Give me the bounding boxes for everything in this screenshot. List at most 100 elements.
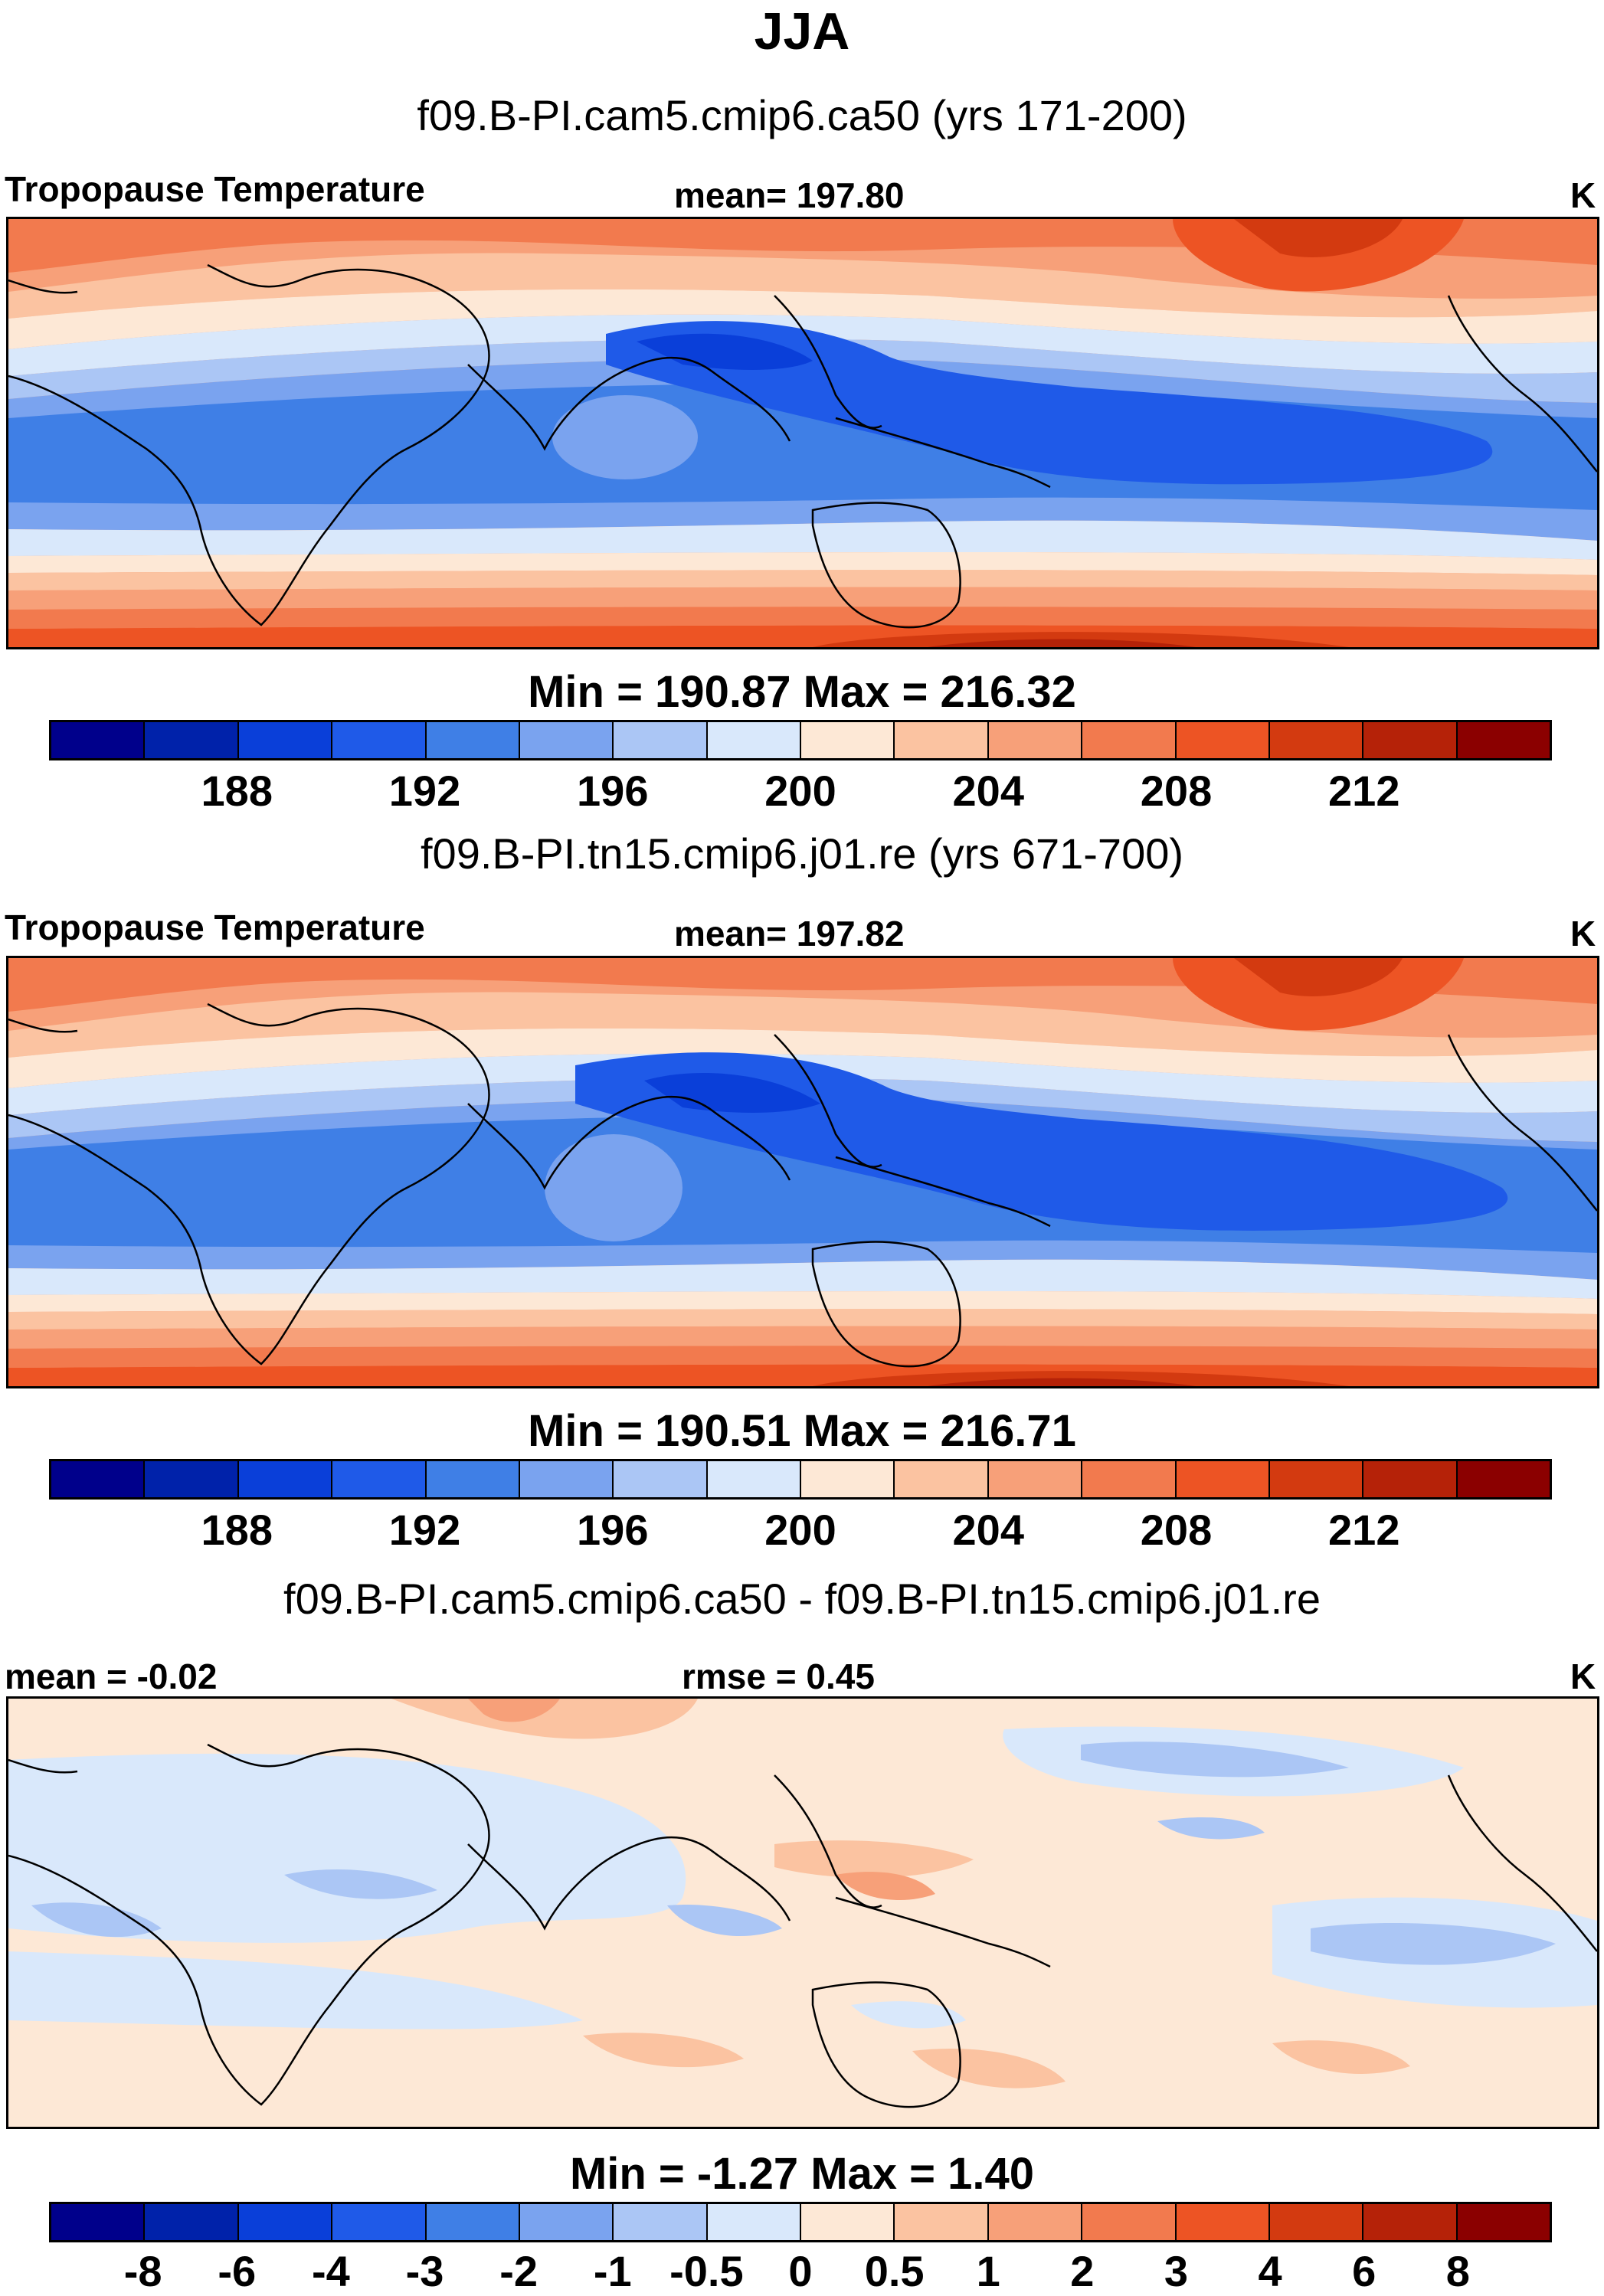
panel2-map	[6, 956, 1599, 1388]
panel3-units-label: K	[1570, 1657, 1596, 1696]
panel1-colorbar-box	[1363, 722, 1458, 758]
panel1-colorbar-box	[519, 722, 614, 758]
panel1-colorbar-box	[51, 722, 146, 758]
figure-title: JJA	[754, 2, 850, 61]
panel2-colorbar-box	[51, 1461, 146, 1497]
panel2-case-title: f09.B-PI.tn15.cmip6.j01.re (yrs 671-700)	[420, 829, 1184, 878]
panel1-tick-label: 204	[952, 767, 1024, 815]
panel1-colorbar-box	[801, 722, 895, 758]
panel3-tick-label: 0	[788, 2247, 813, 2295]
panel2-tick-label: 212	[1328, 1506, 1400, 1554]
panel1-colorbar-box	[332, 722, 427, 758]
panel3-tick-label: 8	[1445, 2247, 1470, 2295]
panel1-colorbar-box	[238, 722, 333, 758]
panel2-units-label: K	[1570, 914, 1596, 953]
panel1-minmax: Min = 190.87 Max = 216.32	[528, 667, 1076, 717]
panel2-colorbar-box	[1457, 1461, 1550, 1497]
panel2-colorbar-box	[707, 1461, 801, 1497]
panel1-map	[6, 217, 1599, 649]
panel1-colorbar-box	[426, 722, 520, 758]
panel1-variable-label: Tropopause Temperature	[5, 169, 425, 209]
panel1-colorbar-ticks: 188 192 196 200 204 208 212	[49, 766, 1552, 815]
panel2-tick-label: 208	[1140, 1506, 1213, 1554]
panel1-map-svg	[8, 219, 1597, 647]
panel2-colorbar-box	[519, 1461, 614, 1497]
panel1-case-title: f09.B-PI.cam5.cmip6.ca50 (yrs 171-200)	[417, 91, 1187, 139]
panel3-colorbar-box	[51, 2204, 146, 2240]
panel3-tick-label: -3	[405, 2247, 444, 2295]
panel1-colorbar-box	[1082, 722, 1177, 758]
panel3-colorbar-box	[1176, 2204, 1270, 2240]
panel1-colorbar-box	[895, 722, 989, 758]
panel1-colorbar-box	[1269, 722, 1364, 758]
panel1-colorbar-box	[707, 722, 801, 758]
panel3-colorbar-box	[1082, 2204, 1177, 2240]
panel1-colorbar-box	[145, 722, 239, 758]
panel1-colorbar-box	[988, 722, 1083, 758]
panel3-tick-label: -2	[499, 2247, 538, 2295]
panel2-minmax: Min = 190.51 Max = 216.71	[528, 1406, 1076, 1456]
panel2-colorbar-box	[145, 1461, 239, 1497]
panel3-colorbar-box	[1269, 2204, 1364, 2240]
panel3-tick-label: -6	[218, 2247, 257, 2295]
panel3-map-svg	[8, 1699, 1597, 2127]
panel1-tick-label: 208	[1140, 767, 1213, 815]
panel3-colorbar-box	[614, 2204, 708, 2240]
panel3-colorbar-box	[145, 2204, 239, 2240]
panel3-mean-label: mean = -0.02	[5, 1657, 218, 1696]
panel3-tick-label: -8	[123, 2247, 162, 2295]
panel2-tick-label: 188	[201, 1506, 273, 1554]
panel1-tick-label: 188	[201, 767, 273, 815]
panel2-colorbar-box	[238, 1461, 333, 1497]
panel1-colorbar-box	[1457, 722, 1550, 758]
panel2-mean-label: mean= 197.82	[674, 914, 905, 953]
panel3-tick-label: 3	[1164, 2247, 1189, 2295]
panel3-colorbar-box	[332, 2204, 427, 2240]
panel3-tick-label: -4	[311, 2247, 350, 2295]
panel2-colorbar-box	[1363, 1461, 1458, 1497]
panel2-colorbar-box	[895, 1461, 989, 1497]
panel3-tick-label: -1	[593, 2247, 632, 2295]
panel1-colorbar-box	[614, 722, 708, 758]
panel3-colorbar-box	[988, 2204, 1083, 2240]
panel3-case-title: f09.B-PI.cam5.cmip6.ca50 - f09.B-PI.tn15…	[283, 1575, 1321, 1623]
panel1-tick-label: 212	[1328, 767, 1400, 815]
panel2-colorbar-box	[801, 1461, 895, 1497]
panel2-colorbar-box	[988, 1461, 1083, 1497]
panel2-colorbar-box	[1176, 1461, 1270, 1497]
panel3-colorbar-box	[707, 2204, 801, 2240]
panel3-rmse-label: rmse = 0.45	[682, 1657, 875, 1696]
panel3-tick-label: -0.5	[669, 2247, 744, 2295]
panel2-colorbar-box	[1269, 1461, 1364, 1497]
panel3-colorbar-box	[238, 2204, 333, 2240]
panel3-tick-label: 2	[1070, 2247, 1095, 2295]
panel2-colorbar-ticks: 188 192 196 200 204 208 212	[49, 1505, 1552, 1554]
panel3-tick-label: 4	[1258, 2247, 1282, 2295]
panel1-units-label: K	[1570, 175, 1596, 215]
panel3-colorbar-box	[1457, 2204, 1550, 2240]
panel1-tick-label: 200	[764, 767, 836, 815]
panel3-colorbar-box	[519, 2204, 614, 2240]
panel2-tick-label: 192	[388, 1506, 461, 1554]
panel2-tick-label: 196	[577, 1506, 649, 1554]
panel1-colorbar-box	[1176, 722, 1270, 758]
panel2-colorbar-box	[426, 1461, 520, 1497]
panel2-variable-label: Tropopause Temperature	[5, 908, 425, 947]
panel3-minmax: Min = -1.27 Max = 1.40	[569, 2149, 1035, 2199]
panel3-map	[6, 1696, 1599, 2129]
panel2-tick-label: 200	[764, 1506, 836, 1554]
panel1-mean-label: mean= 197.80	[674, 175, 905, 215]
panel2-tick-label: 204	[952, 1506, 1024, 1554]
panel3-tick-label: 0.5	[864, 2247, 925, 2295]
panel3-colorbar-box	[801, 2204, 895, 2240]
panel3-tick-label: 6	[1352, 2247, 1376, 2295]
panel1-tick-label: 192	[388, 767, 461, 815]
panel3-colorbar-box	[895, 2204, 989, 2240]
panel3-colorbar-box	[1363, 2204, 1458, 2240]
panel3-colorbar-ticks: -8 -6 -4 -3 -2 -1 -0.5 0 0.5 1 2 3 4 6 8	[49, 2246, 1552, 2295]
panel3-tick-label: 1	[976, 2247, 1000, 2295]
panel1-tick-label: 196	[577, 767, 649, 815]
panel3-colorbar-box	[426, 2204, 520, 2240]
panel2-map-svg	[8, 958, 1597, 1386]
panel2-colorbar-box	[1082, 1461, 1177, 1497]
